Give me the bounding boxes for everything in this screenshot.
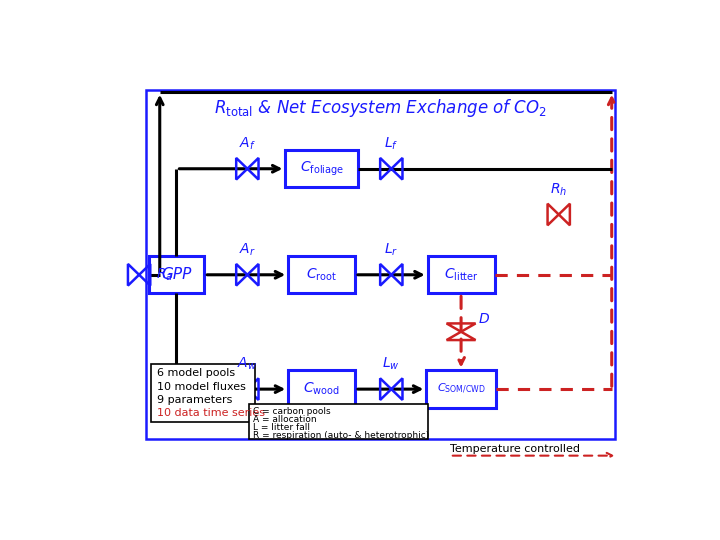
Text: $C_\mathrm{root}$: $C_\mathrm{root}$ bbox=[306, 267, 337, 283]
Text: $C_\mathrm{litter}$: $C_\mathrm{litter}$ bbox=[444, 267, 478, 283]
Text: 9 parameters: 9 parameters bbox=[157, 395, 233, 405]
FancyBboxPatch shape bbox=[249, 404, 428, 439]
FancyBboxPatch shape bbox=[148, 256, 204, 294]
Text: $A_w$: $A_w$ bbox=[238, 356, 258, 373]
Text: 10 data time series: 10 data time series bbox=[157, 408, 265, 418]
Text: $L_w$: $L_w$ bbox=[382, 356, 400, 373]
Text: $R_\mathrm{total}$ & Net Ecosystem Exchange of CO$_2$: $R_\mathrm{total}$ & Net Ecosystem Excha… bbox=[214, 97, 546, 119]
Text: $A_f$: $A_f$ bbox=[239, 136, 256, 152]
FancyBboxPatch shape bbox=[288, 370, 355, 408]
Text: Temperature controlled: Temperature controlled bbox=[450, 444, 580, 455]
Text: C = carbon pools: C = carbon pools bbox=[253, 407, 331, 416]
Text: 10 model fluxes: 10 model fluxes bbox=[157, 382, 246, 392]
FancyBboxPatch shape bbox=[426, 370, 496, 408]
Text: $L_r$: $L_r$ bbox=[384, 242, 398, 258]
Text: $C_\mathrm{wood}$: $C_\mathrm{wood}$ bbox=[303, 381, 340, 397]
Text: $L_f$: $L_f$ bbox=[384, 136, 398, 152]
Text: $C_\mathrm{SOM/CWD}$: $C_\mathrm{SOM/CWD}$ bbox=[436, 382, 485, 396]
FancyBboxPatch shape bbox=[428, 256, 495, 294]
Text: GPP: GPP bbox=[161, 267, 192, 282]
Text: 6 model pools: 6 model pools bbox=[157, 368, 235, 379]
Text: $R_a$: $R_a$ bbox=[156, 267, 173, 283]
FancyBboxPatch shape bbox=[288, 256, 355, 294]
Text: $C_\mathrm{foliage}$: $C_\mathrm{foliage}$ bbox=[300, 160, 343, 178]
FancyBboxPatch shape bbox=[145, 90, 615, 439]
Text: R = respiration (auto- & heterotrophic): R = respiration (auto- & heterotrophic) bbox=[253, 431, 430, 440]
Text: A = allocation: A = allocation bbox=[253, 415, 317, 424]
Text: L = litter fall: L = litter fall bbox=[253, 423, 310, 432]
Text: $A_r$: $A_r$ bbox=[239, 242, 256, 258]
Text: $D$: $D$ bbox=[478, 312, 490, 326]
FancyBboxPatch shape bbox=[151, 364, 255, 422]
FancyBboxPatch shape bbox=[285, 150, 358, 187]
Text: $R_h$: $R_h$ bbox=[550, 181, 567, 198]
